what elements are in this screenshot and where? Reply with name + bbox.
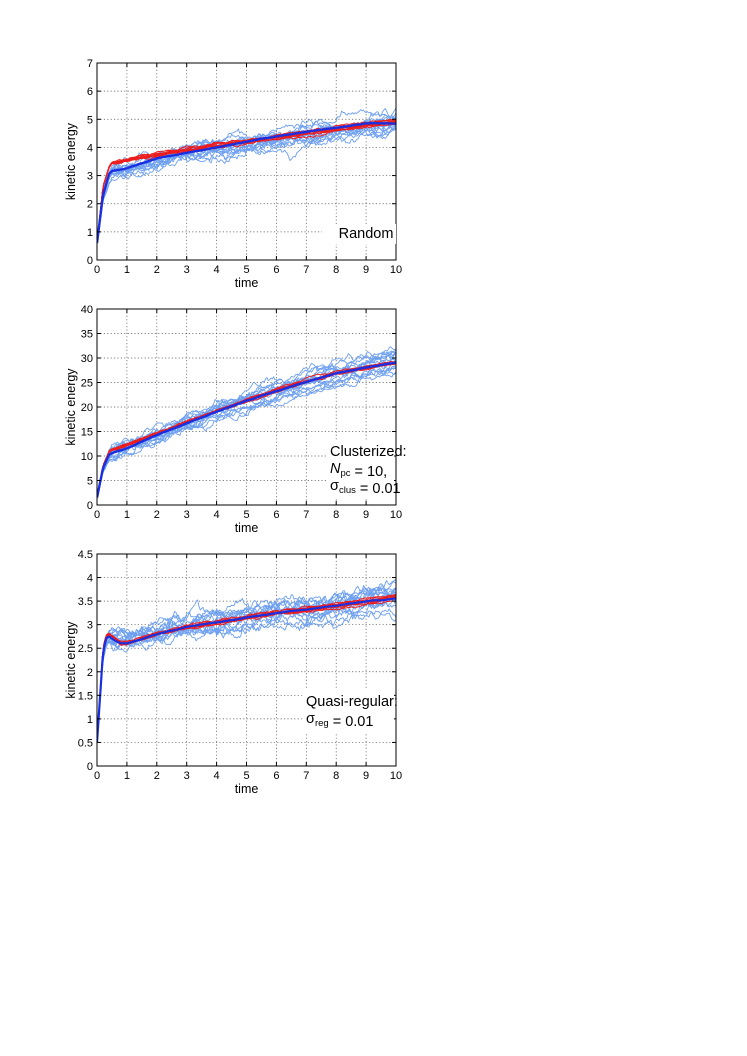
y-tick-label: 3: [87, 171, 93, 183]
annotation-background: [302, 690, 394, 732]
y-tick-label: 40: [81, 304, 93, 316]
y-tick-label: 0: [87, 761, 93, 773]
y-tick-label: 1.5: [78, 690, 93, 702]
x-axis-label: time: [235, 276, 259, 290]
y-tick-label: 7: [87, 58, 93, 70]
grid: [97, 554, 396, 766]
x-tick-label: 4: [214, 264, 220, 276]
x-tick-label: 9: [363, 264, 369, 276]
x-axis-label: time: [235, 521, 259, 535]
y-tick-label: 15: [81, 427, 93, 439]
y-tick-label: 30: [81, 353, 93, 365]
series-line-3-1: [97, 597, 396, 743]
x-tick-label: 6: [273, 770, 279, 782]
x-tick-label: 7: [303, 509, 309, 521]
x-tick-label: 1: [124, 770, 130, 782]
y-tick-label: 0: [87, 255, 93, 267]
y-tick-label: 0.5: [78, 737, 93, 749]
y-axis-label: kinetic energy: [64, 368, 78, 446]
x-tick-label: 10: [390, 264, 402, 276]
x-tick-label: 3: [184, 770, 190, 782]
x-tick-label: 8: [333, 264, 339, 276]
annotation-background: [322, 224, 396, 244]
y-tick-label: 20: [81, 402, 93, 414]
series-line-1-1: [97, 608, 396, 743]
annotation-line-2: σreg = 0.01: [306, 711, 373, 730]
x-axis-label: time: [235, 782, 259, 796]
y-tick-label: 3.5: [78, 596, 93, 608]
y-tick-label: 2.5: [78, 643, 93, 655]
chart-panel-1: 0 1 2 3 4 5 6 7 8 9 10 0 1 2 3 4 5 6 7 time kinetic energy Ra…: [64, 58, 402, 290]
series-line-1-16: [97, 351, 396, 498]
x-tick-label: 2: [154, 770, 160, 782]
series-group: [97, 578, 396, 743]
x-tick-label: 1: [124, 509, 130, 521]
x-tick-label: 5: [243, 509, 249, 521]
x-tick-label: 10: [390, 770, 402, 782]
x-tick-label: 7: [303, 770, 309, 782]
panel-annotation: Random: [339, 226, 394, 242]
y-tick-label: 10: [81, 451, 93, 463]
x-tick-label: 7: [303, 264, 309, 276]
series-line-3-1: [97, 121, 396, 244]
chart-panel-3: 0 1 2 3 4 5 6 7 8 9 10 0 0.5 1 1.5 2 2.5 3 3.5 4 4.5 time kine…: [64, 549, 402, 796]
x-tick-label: 10: [390, 509, 402, 521]
x-tick-label: 2: [154, 509, 160, 521]
y-tick-label: 2: [87, 667, 93, 679]
annotation-line-1: Clusterized:: [330, 444, 407, 460]
series-line-3-1: [97, 361, 396, 498]
annotation-line-1: Quasi-regular:: [306, 694, 398, 710]
y-tick-label: 4: [87, 573, 93, 585]
y-axis-label: kinetic energy: [64, 122, 78, 200]
x-tick-label: 9: [363, 770, 369, 782]
panel-annotation: Quasi-regular:σreg = 0.01: [306, 694, 398, 730]
series-line-1-11: [97, 122, 396, 244]
y-tick-label: 1: [87, 227, 93, 239]
x-tick-label: 3: [184, 264, 190, 276]
series-line-1-12: [97, 367, 396, 498]
x-tick-label: 0: [94, 264, 100, 276]
series-group: [97, 346, 396, 498]
y-tick-label: 25: [81, 378, 93, 390]
x-tick-label: 5: [243, 770, 249, 782]
annotation-line-1: Random: [339, 226, 394, 242]
y-tick-label: 6: [87, 86, 93, 98]
x-tick-label: 4: [214, 509, 220, 521]
x-tick-label: 4: [214, 770, 220, 782]
y-tick-label: 5: [87, 476, 93, 488]
x-tick-label: 1: [124, 264, 130, 276]
y-tick-label: 4.5: [78, 549, 93, 561]
y-tick-label: 2: [87, 199, 93, 211]
x-tick-label: 0: [94, 770, 100, 782]
x-tick-label: 6: [273, 509, 279, 521]
annotation-background: [326, 440, 394, 498]
y-tick-label: 35: [81, 329, 93, 341]
series-line-1-15: [97, 350, 396, 498]
x-tick-label: 9: [363, 509, 369, 521]
x-tick-label: 6: [273, 264, 279, 276]
x-tick-label: 0: [94, 509, 100, 521]
x-tick-label: 2: [154, 264, 160, 276]
series-group: [97, 107, 396, 244]
series-line-1-12: [97, 586, 396, 743]
y-axis-label: kinetic energy: [64, 621, 78, 699]
panel-annotation: Clusterized:Npc = 10,σclus = 0.01: [330, 444, 407, 497]
chart-panel-2: 0 1 2 3 4 5 6 7 8 9 10 0 5 10 15 20 25 30 35 40 time kinetic …: [64, 304, 407, 535]
series-line-1-9: [97, 351, 396, 498]
y-tick-label: 1: [87, 714, 93, 726]
x-tick-label: 8: [333, 770, 339, 782]
y-tick-label: 5: [87, 114, 93, 126]
annotation-line-3: σclus = 0.01: [330, 478, 401, 497]
x-tick-label: 5: [243, 264, 249, 276]
y-tick-label: 4: [87, 142, 93, 154]
x-tick-label: 3: [184, 509, 190, 521]
y-tick-label: 0: [87, 500, 93, 512]
annotation-line-2: Npc = 10,: [330, 461, 387, 480]
y-tick-label: 3: [87, 620, 93, 632]
x-tick-label: 8: [333, 509, 339, 521]
